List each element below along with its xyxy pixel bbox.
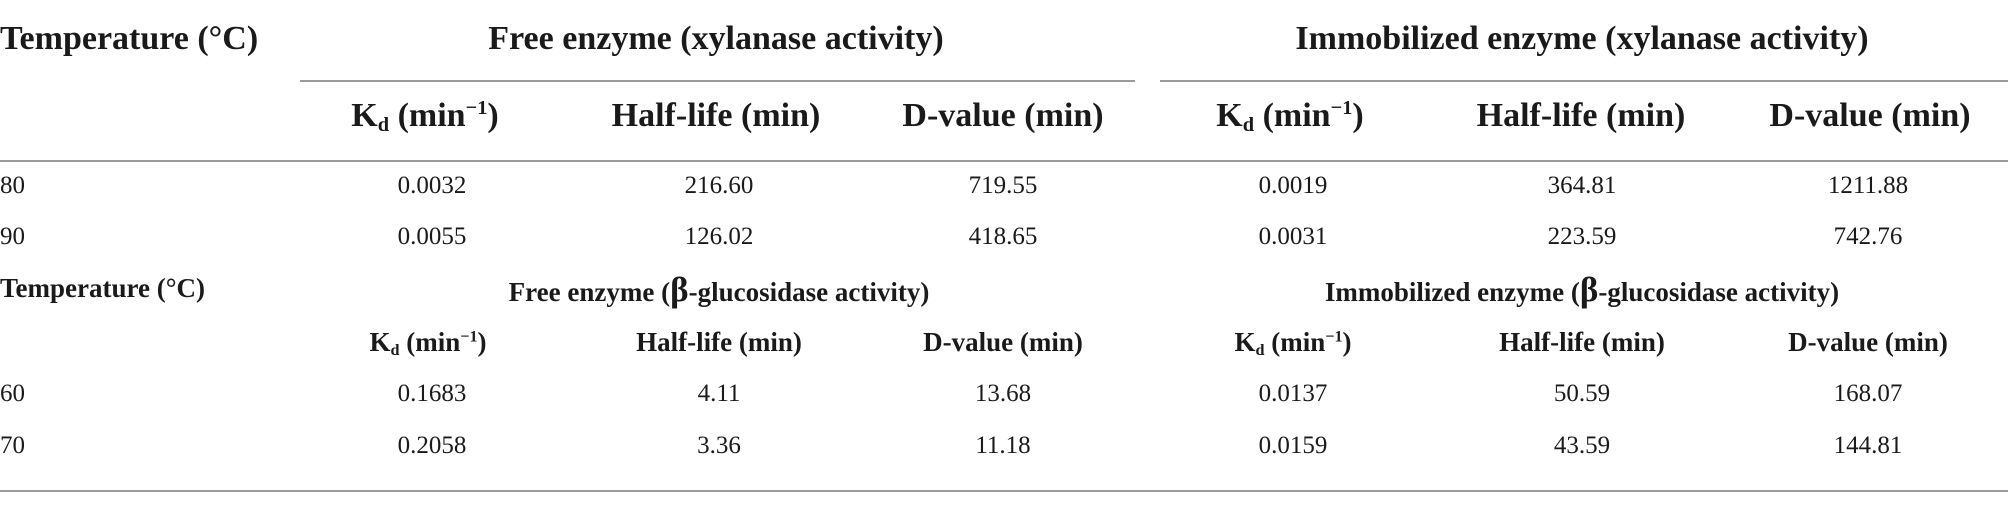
xylanase-temperature-header: Temperature (°C) [0,20,259,57]
xylanase-free-half-life-header: Half-life (min) [611,97,821,134]
row-free-half-life: 4.11 [697,380,741,407]
glucosidase-immobilized-enzyme-header: Immobilized enzyme (β-glucosidase activi… [1324,270,1840,309]
row-free-kd: 0.0055 [397,223,467,250]
xylanase-free-kd-header: Kd (min−1) [351,96,499,137]
xylanase-free-d-value-header: D-value (min) [902,97,1104,134]
xylanase-immobilized-half-life-header: Half-life (min) [1476,97,1686,134]
row-free-d-value: 11.18 [975,432,1031,459]
glucosidase-immobilized-d-value-header: D-value (min) [1788,327,1948,357]
row-free-d-value: 13.68 [974,380,1032,407]
row-immobilized-half-life: 223.59 [1547,223,1617,250]
glucosidase-temperature-header: Temperature (°C) [0,273,206,303]
glucosidase-free-kd-header: Kd (min−1) [369,327,487,360]
row-immobilized-kd: 0.0159 [1258,432,1328,459]
row-temperature: 70 [0,432,25,459]
row-temperature: 80 [0,172,25,199]
row-free-kd: 0.0032 [397,172,467,199]
xylanase-immobilized-d-value-header: D-value (min) [1769,97,1971,134]
row-free-half-life: 126.02 [684,223,754,250]
row-immobilized-kd: 0.0019 [1258,172,1328,199]
row-free-d-value: 418.65 [968,223,1038,250]
free-enzyme-group-rule [300,80,1135,82]
row-free-d-value: 719.55 [968,172,1038,199]
row-immobilized-kd: 0.0031 [1258,223,1328,250]
xylanase-immobilized-kd-header: Kd (min−1) [1216,96,1364,137]
row-temperature: 60 [0,380,25,407]
xylanase-immobilized-enzyme-header: Immobilized enzyme (xylanase activity) [1295,20,1869,57]
row-immobilized-kd: 0.0137 [1258,380,1328,407]
row-immobilized-half-life: 43.59 [1553,432,1611,459]
xylanase-free-enzyme-header: Free enzyme (xylanase activity) [488,20,944,57]
row-immobilized-half-life: 50.59 [1553,380,1611,407]
row-immobilized-d-value: 1211.88 [1827,172,1909,199]
immobilized-enzyme-group-rule [1160,80,2008,82]
glucosidase-free-enzyme-header: Free enzyme (β-glucosidase activity) [508,270,930,309]
glucosidase-immobilized-kd-header: Kd (min−1) [1234,327,1352,360]
table-bottom-rule [0,490,2008,492]
row-immobilized-d-value: 742.76 [1833,223,1903,250]
glucosidase-free-half-life-header: Half-life (min) [636,327,802,357]
row-free-half-life: 216.60 [684,172,754,199]
row-immobilized-d-value: 144.81 [1833,432,1903,459]
row-free-kd: 0.2058 [397,432,467,459]
row-immobilized-d-value: 168.07 [1833,380,1903,407]
row-free-half-life: 3.36 [697,432,741,459]
row-free-kd: 0.1683 [397,380,467,407]
glucosidase-immobilized-half-life-header: Half-life (min) [1499,327,1665,357]
row-temperature: 90 [0,223,25,250]
row-immobilized-half-life: 364.81 [1547,172,1617,199]
header-bottom-rule [0,160,2008,162]
glucosidase-free-d-value-header: D-value (min) [923,327,1083,357]
